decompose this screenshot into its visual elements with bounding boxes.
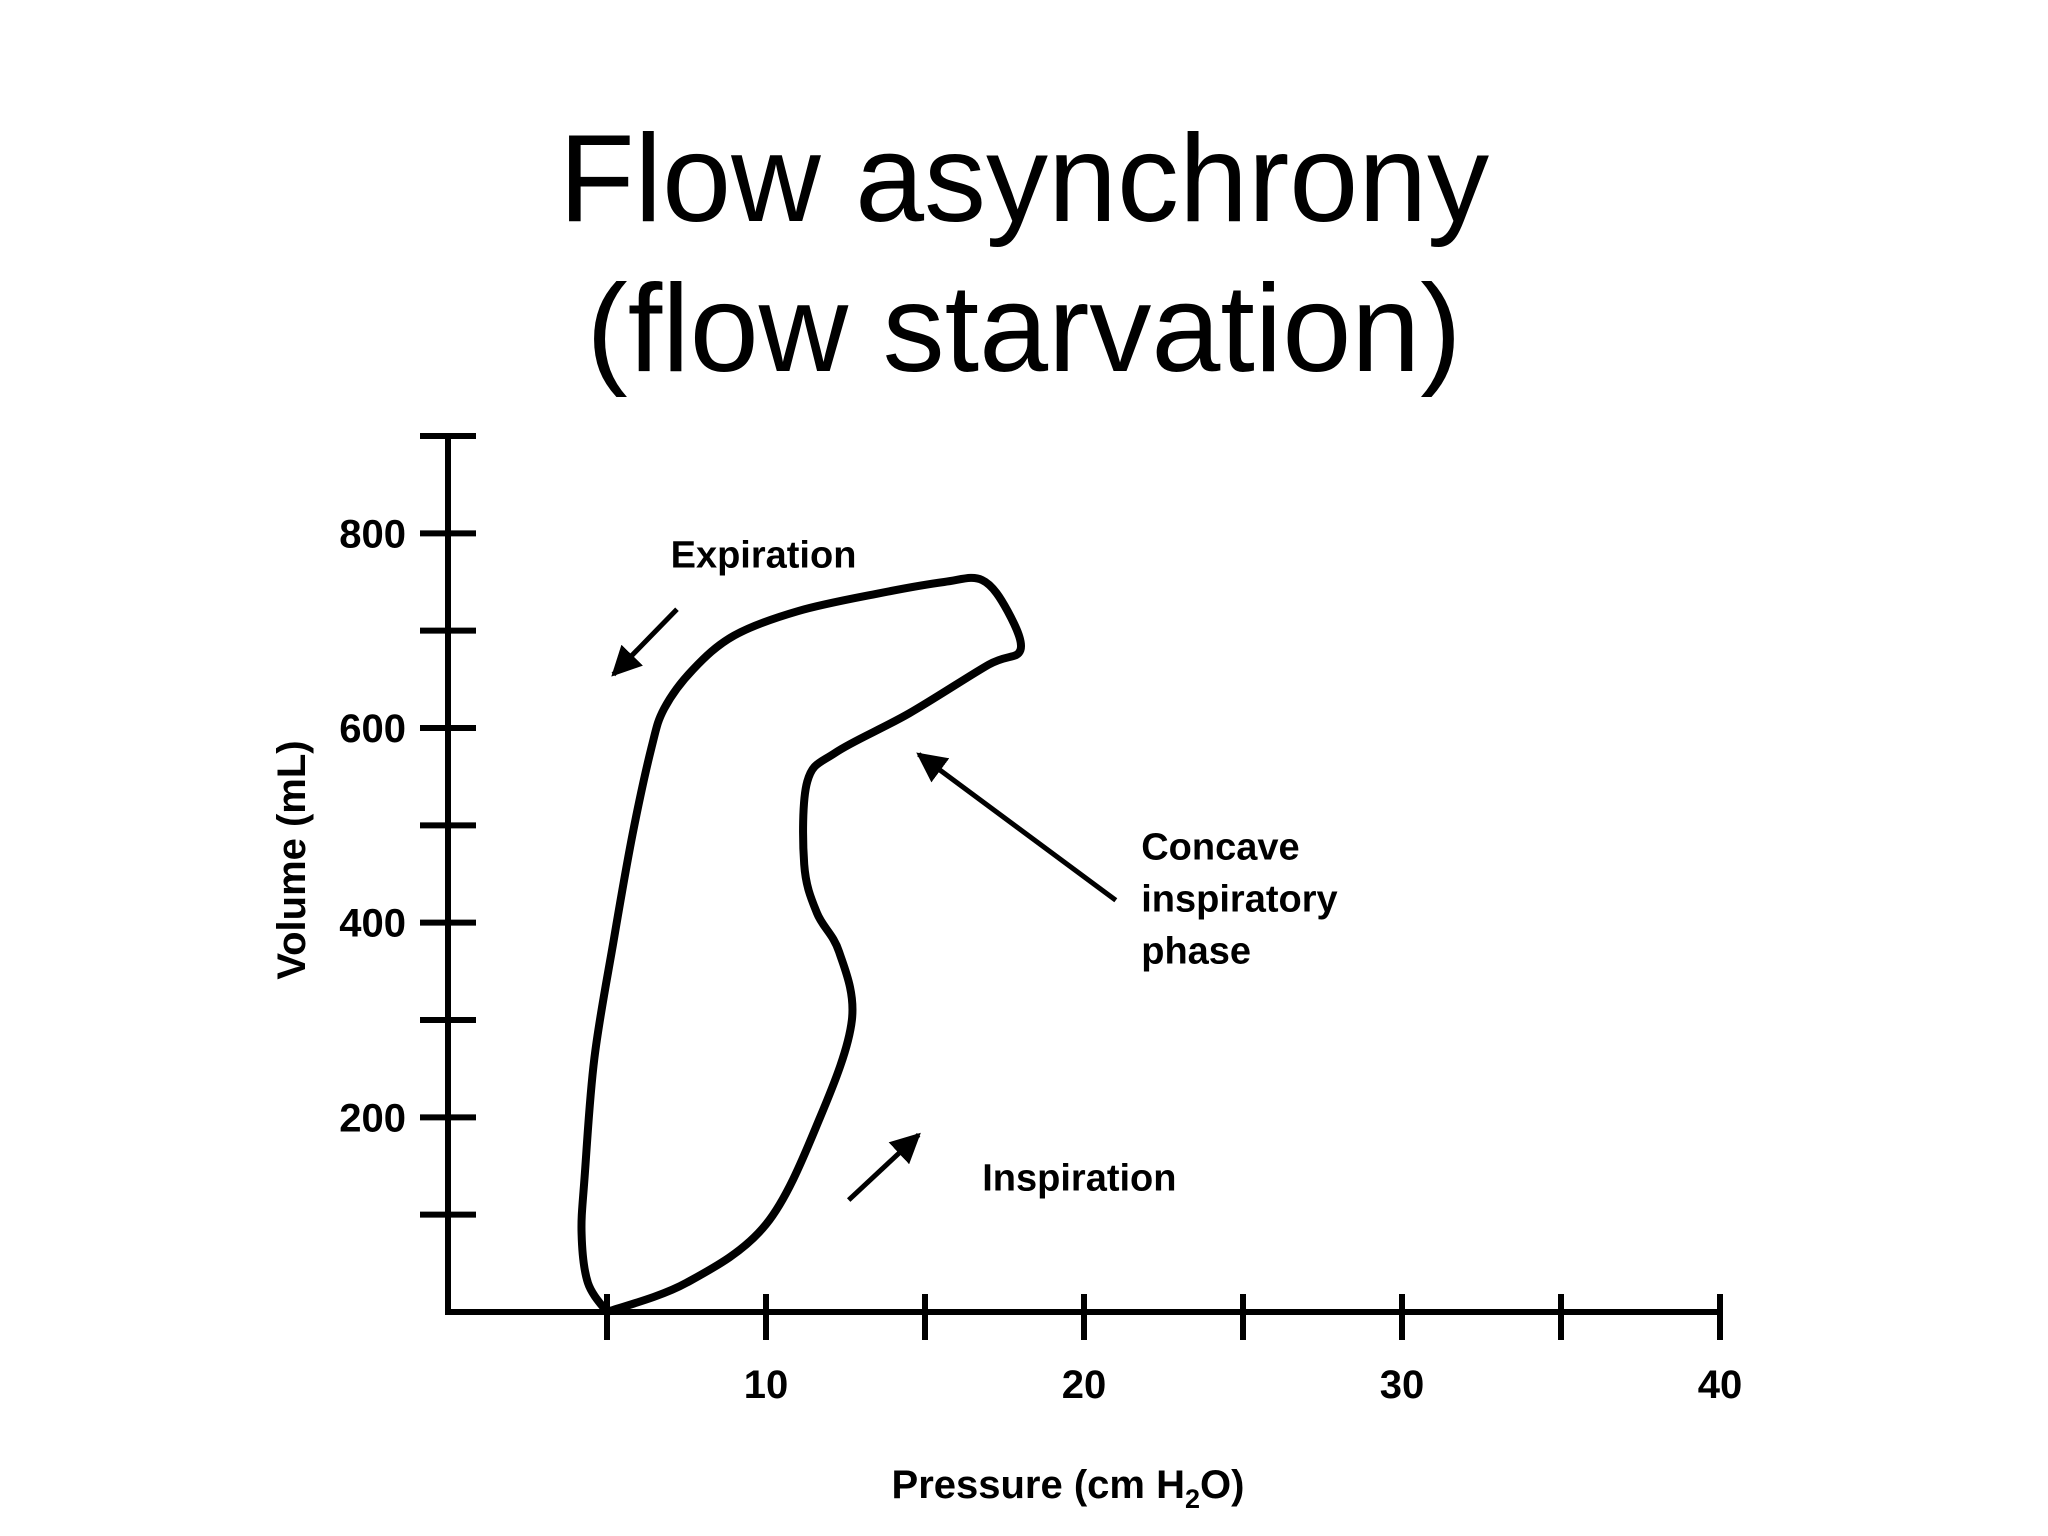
x-axis-ticks: 10 20 30 40 (604, 1294, 1743, 1407)
y-axis-ticks: 200 400 600 800 (339, 433, 476, 1218)
concave-label-line-3: phase (1141, 930, 1251, 972)
x-tick-label: 10 (744, 1363, 789, 1407)
y-tick-label: 400 (339, 902, 406, 946)
annotation-arrow (846, 1132, 921, 1202)
y-tick-label: 200 (339, 1096, 406, 1140)
slide-title: Flow asynchrony (558, 110, 1490, 248)
annotation-arrow (916, 752, 1118, 903)
x-axis-label-end: O) (1200, 1463, 1244, 1507)
concave-label-line-1: Concave (1141, 826, 1299, 868)
x-tick-label: 40 (1698, 1363, 1743, 1407)
y-tick-label: 800 (339, 512, 406, 556)
y-tick-label: 600 (339, 707, 406, 751)
concave-label-line-2: inspiratory (1141, 878, 1337, 920)
x-axis-label: Pressure (cm H2O) (892, 1463, 1245, 1514)
annotation-arrow (611, 607, 679, 677)
x-tick-label: 20 (1062, 1363, 1107, 1407)
slide-subtitle: (flow starvation) (586, 260, 1462, 398)
expiration-label: Expiration (671, 534, 857, 576)
annotation-arrows (611, 607, 1118, 1202)
x-axis-label-subscript: 2 (1185, 1484, 1200, 1514)
inspiration-label: Inspiration (982, 1157, 1176, 1199)
x-tick-label: 30 (1380, 1363, 1425, 1407)
pressure-volume-loop-line (577, 573, 1026, 1316)
x-axis-label-main: Pressure (cm H (892, 1463, 1185, 1507)
y-axis-label: Volume (mL) (270, 740, 314, 979)
